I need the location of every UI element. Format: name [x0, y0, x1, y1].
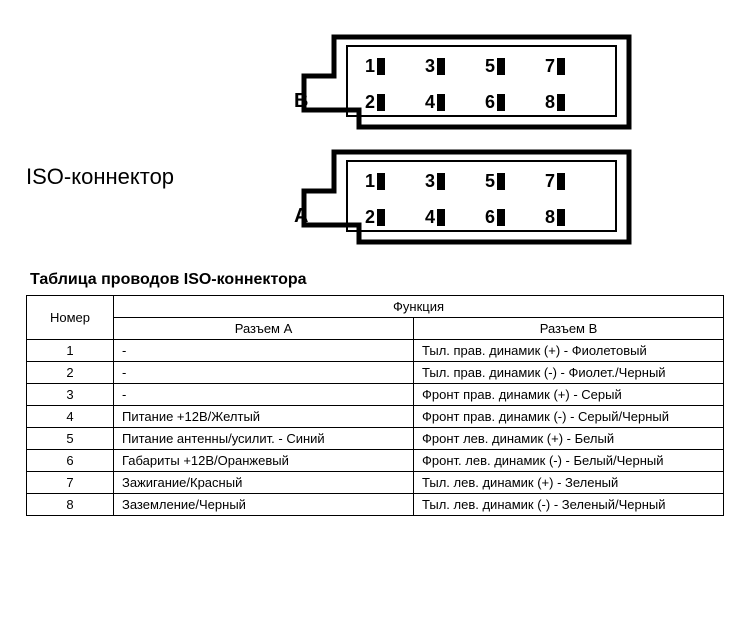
pin-b-6: 6 — [481, 92, 541, 113]
pin-a-1: 1 — [361, 171, 421, 192]
col-header-b: Разъем В — [414, 318, 724, 340]
pin-a-5: 5 — [481, 171, 541, 192]
col-header-number: Номер — [27, 296, 114, 340]
wiring-table-wrap: Таблица проводов ISO-коннектора Номер Фу… — [26, 271, 724, 516]
pin-a-8: 8 — [541, 207, 601, 228]
pin-b-7: 7 — [541, 56, 601, 77]
col-header-function: Функция — [114, 296, 724, 318]
table-row: 3-Фронт прав. динамик (+) - Серый — [27, 384, 724, 406]
table-row: 5Питание антенны/усилит. - СинийФронт ле… — [27, 428, 724, 450]
table-row: 1-Тыл. прав. динамик (+) - Фиолетовый — [27, 340, 724, 362]
pin-a-6: 6 — [481, 207, 541, 228]
pin-grid-a: 1 3 5 7 2 4 6 8 — [361, 163, 601, 235]
pin-b-4: 4 — [421, 92, 481, 113]
table-row: 2-Тыл. прав. динамик (-) - Фиолет./Черны… — [27, 362, 724, 384]
table-row: 4Питание +12В/ЖелтыйФронт прав. динамик … — [27, 406, 724, 428]
wiring-table-body: 1-Тыл. прав. динамик (+) - Фиолетовый 2-… — [27, 340, 724, 516]
pin-a-7: 7 — [541, 171, 601, 192]
connector-block-b: B 1 3 5 7 2 4 6 8 — [329, 32, 634, 132]
table-row: 6Габариты +12В/ОранжевыйФронт. лев. дина… — [27, 450, 724, 472]
pin-b-5: 5 — [481, 56, 541, 77]
table-row: 7Зажигание/КрасныйТыл. лев. динамик (+) … — [27, 472, 724, 494]
iso-connector-diagram: ISO-коннектор B 1 3 5 7 2 4 6 8 — [26, 20, 726, 265]
block-label-b: B — [294, 90, 308, 113]
pin-a-4: 4 — [421, 207, 481, 228]
pin-a-3: 3 — [421, 171, 481, 192]
connector-block-a: A 1 3 5 7 2 4 6 8 — [329, 147, 634, 247]
pin-a-2: 2 — [361, 207, 421, 228]
pin-b-3: 3 — [421, 56, 481, 77]
pin-b-2: 2 — [361, 92, 421, 113]
pin-b-1: 1 — [361, 56, 421, 77]
wiring-table: Номер Функция Разъем А Разъем В 1-Тыл. п… — [26, 295, 724, 516]
pin-grid-b: 1 3 5 7 2 4 6 8 — [361, 48, 601, 120]
table-title: Таблица проводов ISO-коннектора — [30, 271, 724, 289]
block-label-a: A — [294, 205, 308, 228]
table-row: 8Заземление/ЧерныйТыл. лев. динамик (-) … — [27, 494, 724, 516]
connector-title: ISO-коннектор — [26, 164, 174, 190]
col-header-a: Разъем А — [114, 318, 414, 340]
pin-b-8: 8 — [541, 92, 601, 113]
